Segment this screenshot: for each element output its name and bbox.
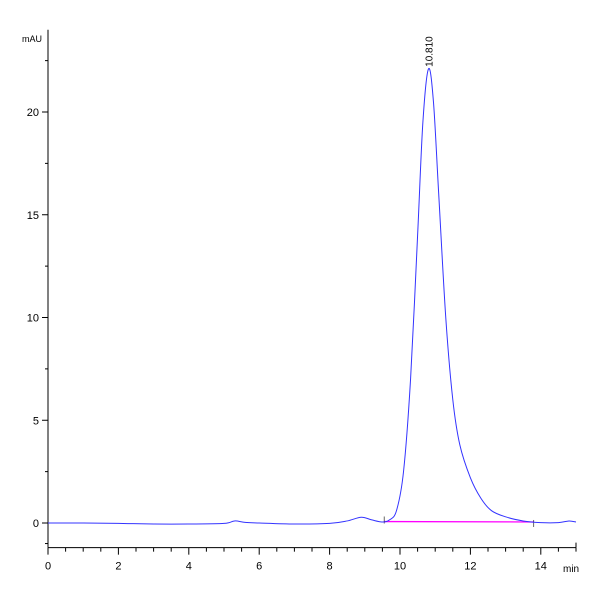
- x-tick-label: 14: [535, 561, 547, 573]
- x-tick-label: 8: [327, 561, 333, 573]
- marks: 10.810: [48, 36, 576, 527]
- x-tick-label: 2: [115, 561, 121, 573]
- y-tick-label: 0: [33, 518, 39, 530]
- y-tick-label: 5: [33, 415, 39, 427]
- chromatogram-trace: [48, 68, 576, 524]
- peak-label: 10.810: [425, 36, 436, 67]
- x-tick-label: 0: [45, 561, 51, 573]
- x-tick-label: 4: [186, 561, 192, 573]
- y-tick-label: 10: [27, 313, 39, 325]
- x-tick-label: 6: [256, 561, 262, 573]
- y-axis-label: mAU: [22, 34, 42, 44]
- y-tick-label: 15: [27, 210, 39, 222]
- x-tick-label: 12: [464, 561, 476, 573]
- x-axis-label: min: [563, 564, 579, 575]
- y-tick-label: 20: [27, 107, 39, 119]
- axes: 0 2 4 6 8 10 12 14 0 5 10 15 20: [27, 30, 576, 573]
- x-tick-label: 10: [394, 561, 406, 573]
